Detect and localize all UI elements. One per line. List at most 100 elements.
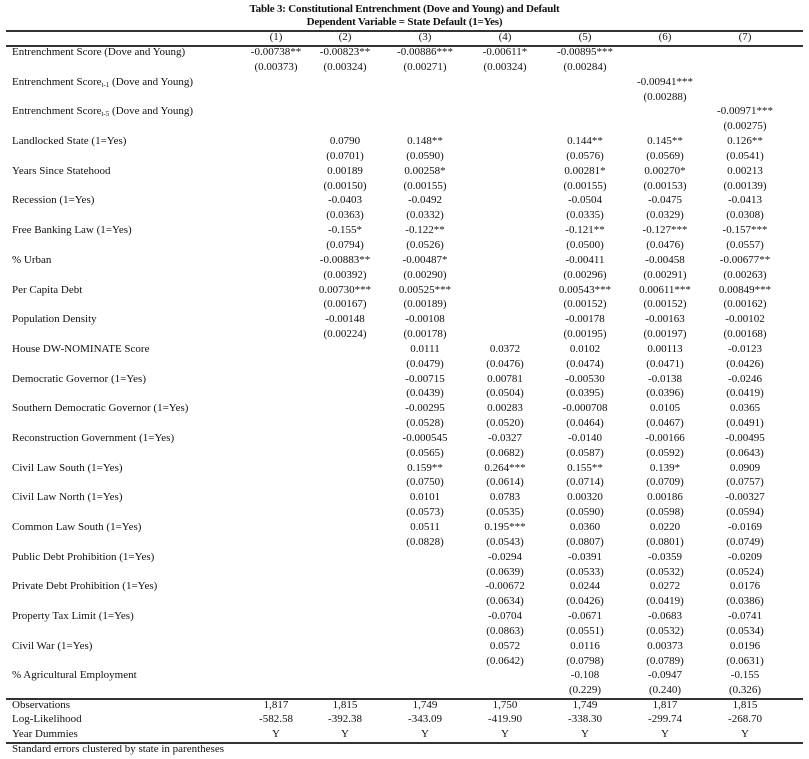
standard-error-cell <box>240 327 312 342</box>
coefficient-cell: -0.157*** <box>722 224 768 237</box>
variable-label: Reconstruction Government (1=Yes) <box>6 431 240 446</box>
stats-value: Y <box>661 727 669 740</box>
coefficient-cell <box>698 75 792 90</box>
coefficient-cell <box>240 283 312 298</box>
standard-error-cell: (0.0464) <box>566 417 604 430</box>
standard-error-cell <box>378 594 472 609</box>
table-row-coef: Common Law South (1=Yes) 0.0511 0.195*** 0.… <box>6 520 803 535</box>
coefficient-cell: 0.0176 <box>729 580 761 593</box>
variable-label: Civil Law South (1=Yes) <box>6 461 240 476</box>
variable-label: Per Capita Debt <box>6 283 240 298</box>
coefficient-cell: -0.127*** <box>642 224 688 237</box>
coefficient-cell <box>240 579 312 594</box>
coefficient-cell: 0.00543*** <box>558 283 612 296</box>
column-header-table: (1) (2) (3) (4) (5) (6) (7) <box>6 30 803 45</box>
standard-error-cell <box>312 475 378 490</box>
standard-error-cell: (0.0524) <box>726 565 764 578</box>
coefficient-cell: -0.00148 <box>325 313 365 326</box>
standard-error-cell <box>472 208 538 223</box>
standard-error-cell: (0.0543) <box>486 535 524 548</box>
table-row-coef: Free Banking Law (1=Yes) -0.155* -0.122** -… <box>6 223 803 238</box>
label-blank <box>6 624 240 639</box>
stats-value: Y <box>741 727 749 740</box>
coefficient-cell: 0.155** <box>567 461 603 474</box>
stats-value: -419.90 <box>488 713 522 726</box>
coefficient-cell: -0.00411 <box>565 253 605 266</box>
standard-error-cell: (0.0631) <box>726 654 764 667</box>
header-rule <box>6 45 803 47</box>
table-row-se: (0.0479) (0.0476) (0.0474) (0.0471) (0.0426) <box>6 357 803 372</box>
coefficient-cell: -0.0671 <box>568 610 602 623</box>
coefficient-cell <box>240 609 312 624</box>
coefficient-cell: -0.00611* <box>482 46 528 58</box>
coefficient-cell: 0.0111 <box>410 342 440 355</box>
label-blank <box>6 208 240 223</box>
label-blank <box>6 179 240 194</box>
standard-error-cell: (0.0541) <box>726 149 764 162</box>
standard-error-cell: (0.0634) <box>486 595 524 608</box>
variable-name: Public Debt Prohibition (1=Yes) <box>12 550 155 563</box>
coefficient-cell: 0.0220 <box>649 521 681 533</box>
variable-name: Entrenchment Score <box>12 105 102 118</box>
standard-error-cell <box>240 179 312 194</box>
table-row-se: (0.0634) (0.0426) (0.0419) (0.0386) <box>6 594 803 609</box>
standard-error-cell: (0.0395) <box>566 387 604 400</box>
label-blank <box>6 238 240 253</box>
table-row-coef: Civil Law North (1=Yes) 0.0101 0.0783 0.003… <box>6 490 803 505</box>
standard-error-cell <box>240 297 312 312</box>
table-row-coef: % Urban -0.00883** -0.00487* -0.00411 -0.004… <box>6 253 803 268</box>
table-row-se: (0.0701) (0.0590) (0.0576) (0.0569) (0.0541) <box>6 149 803 164</box>
coefficient-cell: -0.00458 <box>645 253 685 266</box>
coefficient-cell: -0.0413 <box>728 194 762 207</box>
coefficient-cell: -0.00102 <box>725 313 765 326</box>
standard-error-cell: (0.0426) <box>566 595 604 608</box>
variable-label: Recession (1=Yes) <box>6 193 240 208</box>
standard-error-cell <box>472 268 538 283</box>
coefficient-cell: -0.122** <box>405 224 445 237</box>
standard-error-cell: (0.0534) <box>726 624 764 637</box>
coefficient-cell: -0.0209 <box>728 550 762 563</box>
label-blank <box>6 505 240 520</box>
table-row-se: (0.0528) (0.0520) (0.0464) (0.0467) (0.0491) <box>6 416 803 431</box>
coefficient-cell: -0.00295 <box>405 402 445 415</box>
coefficient-cell <box>378 609 472 624</box>
standard-error-cell <box>312 386 378 401</box>
stats-value: -299.74 <box>648 713 682 726</box>
standard-error-cell <box>698 90 792 105</box>
standard-error-cell: (0.0332) <box>406 209 444 222</box>
column-header: (4) <box>498 31 512 43</box>
coefficient-cell <box>240 639 312 654</box>
standard-error-cell <box>378 90 472 105</box>
standard-error-cell: (0.0798) <box>566 654 604 667</box>
table-row-coef: Reconstruction Government (1=Yes) -0.0005… <box>6 431 803 446</box>
standard-error-cell: (0.0569) <box>646 149 684 162</box>
coefficient-cell <box>378 550 472 565</box>
stats-value: 1,817 <box>263 699 289 711</box>
coefficient-cell: 0.0272 <box>649 580 681 593</box>
column-header-row: (1) (2) (3) (4) (5) (6) (7) <box>6 30 803 45</box>
standard-error-cell <box>472 149 538 164</box>
column-header: (1) <box>269 31 283 43</box>
coefficient-cell: -0.0169 <box>728 521 762 533</box>
standard-error-cell <box>240 149 312 164</box>
variable-name: % Urban <box>12 253 52 266</box>
table-row-coef: Landlocked State (1=Yes) 0.0790 0.148** 0.1… <box>6 134 803 149</box>
table-row-coef: Entrenchment Scoret-5 (Dove and Young) -0… <box>6 104 803 119</box>
standard-error-cell: (0.0598) <box>646 506 684 519</box>
coefficient-cell <box>240 461 312 476</box>
standard-error-cell: (0.0863) <box>486 624 524 637</box>
coefficient-cell: -0.00895*** <box>557 46 613 58</box>
standard-error-cell: (0.0535) <box>486 506 524 519</box>
column-header: (2) <box>338 31 352 43</box>
standard-error-cell: (0.0565) <box>406 446 444 459</box>
coefficient-cell <box>472 104 538 119</box>
coefficient-cell <box>312 609 378 624</box>
label-blank <box>6 268 240 283</box>
variable-suffix: (Dove and Young) <box>109 105 194 118</box>
variable-label: Property Tax Limit (1=Yes) <box>6 609 240 624</box>
standard-error-cell: (0.00155) <box>563 179 607 192</box>
standard-error-cell <box>538 119 632 134</box>
standard-error-cell <box>378 565 472 580</box>
label-blank <box>6 297 240 312</box>
coefficient-cell: -0.00677** <box>719 253 771 266</box>
